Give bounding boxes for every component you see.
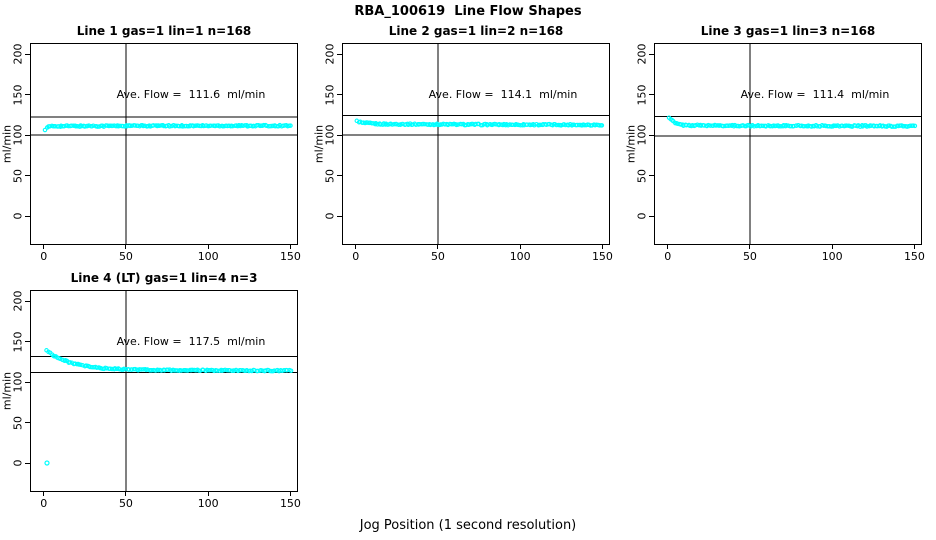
x-tick — [43, 244, 45, 249]
data-points — [42, 122, 293, 133]
x-tick — [207, 491, 209, 496]
data-points — [354, 118, 605, 128]
x-axis-label: Jog Position (1 second resolution) — [359, 518, 577, 533]
y-tick-label: 0 — [11, 212, 25, 220]
y-tick — [337, 94, 342, 95]
x-tick — [355, 244, 357, 249]
panel-line-4: Line 4 (LT) gas=1 lin=4 n=3 Ave. Flow = 1… — [1, 271, 301, 510]
y-tick — [25, 94, 30, 95]
y-tick — [649, 94, 654, 95]
y-tick — [337, 215, 342, 217]
x-tick-label: 100 — [197, 497, 219, 510]
panel-title: Line 1 gas=1 lin=1 n=168 — [76, 24, 252, 38]
panel-title: Line 2 gas=1 lin=2 n=168 — [388, 24, 564, 38]
plot-area — [343, 44, 609, 244]
x-tick — [437, 244, 439, 249]
x-tick — [749, 244, 751, 249]
x-tick-label: 100 — [821, 250, 843, 263]
x-tick-label: 50 — [118, 250, 133, 263]
y-tick-label: 200 — [11, 43, 25, 65]
y-tick-label: 150 — [11, 331, 25, 352]
y-tick — [649, 53, 654, 55]
ave-flow-annotation: Ave. Flow = 111.6 ml/min — [116, 88, 266, 101]
y-tick — [25, 300, 30, 302]
y-tick-label: 150 — [635, 84, 649, 105]
y-tick-label: 200 — [635, 43, 649, 65]
x-tick-label: 100 — [509, 250, 531, 263]
y-tick-label: 50 — [635, 168, 649, 183]
y-tick-label: 100 — [635, 124, 649, 146]
x-tick-label: 0 — [664, 250, 672, 263]
y-tick — [25, 175, 30, 176]
y-tick-label: 100 — [11, 124, 25, 146]
x-tick — [913, 244, 915, 249]
y-tick-label: 100 — [323, 124, 337, 146]
x-tick — [207, 244, 209, 249]
plot-area — [31, 291, 297, 491]
y-tick-label: 150 — [11, 84, 25, 105]
x-tick-label: 150 — [903, 250, 925, 263]
figure-title: RBA_100619 Line Flow Shapes — [354, 4, 582, 19]
x-tick-label: 0 — [40, 497, 48, 510]
x-tick-label: 0 — [352, 250, 360, 263]
x-tick — [289, 491, 291, 496]
x-tick-label: 50 — [118, 497, 133, 510]
y-tick — [25, 422, 30, 423]
panel-title: Line 4 (LT) gas=1 lin=4 n=3 — [70, 271, 258, 285]
y-tick — [25, 381, 30, 383]
y-tick-label: 50 — [323, 168, 337, 183]
x-tick — [43, 491, 45, 496]
y-tick-label: 200 — [11, 290, 25, 312]
x-tick-label: 50 — [430, 250, 445, 263]
ave-flow-annotation: Ave. Flow = 117.5 ml/min — [116, 335, 266, 348]
panel-title: Line 3 gas=1 lin=3 n=168 — [700, 24, 876, 38]
y-tick-label: 0 — [635, 212, 649, 220]
x-tick-label: 50 — [742, 250, 757, 263]
y-tick — [25, 341, 30, 342]
y-tick-label: 100 — [11, 371, 25, 393]
ave-flow-annotation: Ave. Flow = 111.4 ml/min — [740, 88, 890, 101]
data-points — [666, 115, 918, 129]
x-tick — [601, 244, 603, 249]
y-tick — [649, 134, 654, 136]
y-tick — [337, 53, 342, 55]
y-tick — [25, 215, 30, 217]
x-tick — [831, 244, 833, 249]
x-tick-label: 150 — [279, 497, 301, 510]
y-tick-label: 50 — [11, 415, 25, 430]
plot-area — [655, 44, 921, 244]
x-tick-label: 100 — [197, 250, 219, 263]
y-tick-label: 0 — [323, 212, 337, 220]
y-tick-label: 50 — [11, 168, 25, 183]
x-tick — [289, 244, 291, 249]
ave-flow-annotation: Ave. Flow = 114.1 ml/min — [428, 88, 578, 101]
y-tick — [337, 134, 342, 136]
y-tick-label: 200 — [323, 43, 337, 65]
x-tick-label: 0 — [40, 250, 48, 263]
y-tick-label: 150 — [323, 84, 337, 105]
y-tick — [649, 215, 654, 217]
panel-line-2: Line 2 gas=1 lin=2 n=168 Ave. Flow = 114.… — [313, 24, 613, 263]
panel-line-3: Line 3 gas=1 lin=3 n=168 Ave. Flow = 111.… — [625, 24, 925, 263]
y-tick — [25, 53, 30, 55]
x-tick-label: 150 — [591, 250, 613, 263]
y-tick — [649, 175, 654, 176]
y-tick-label: 0 — [11, 459, 25, 467]
y-tick — [337, 175, 342, 176]
panel-line-1: Line 1 gas=1 lin=1 n=168 Ave. Flow = 111.… — [1, 24, 301, 263]
x-tick — [125, 491, 127, 496]
y-tick — [25, 134, 30, 136]
y-tick — [25, 462, 30, 464]
x-tick-label: 150 — [279, 250, 301, 263]
x-tick — [519, 244, 521, 249]
data-points — [44, 348, 294, 466]
x-tick — [667, 244, 669, 249]
outlier-point — [44, 460, 50, 466]
x-tick — [125, 244, 127, 249]
plot-area — [31, 44, 297, 244]
